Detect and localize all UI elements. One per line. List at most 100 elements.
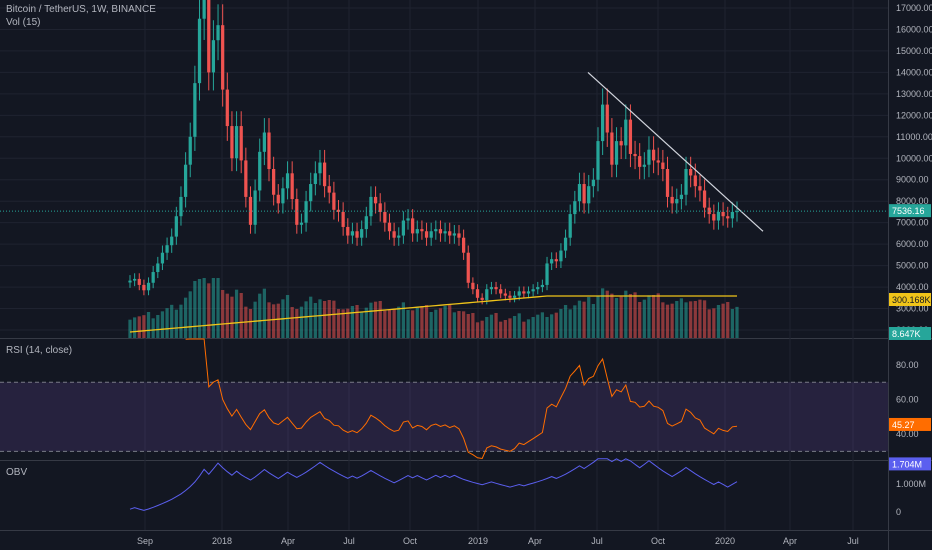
candle-body — [619, 141, 623, 146]
candle-body — [540, 284, 545, 288]
candle-body — [207, 0, 211, 73]
time-tick-label: Jul — [847, 536, 859, 546]
candle-body — [234, 126, 239, 159]
candle-body — [332, 192, 336, 210]
volume-bar — [411, 310, 415, 338]
candle-body — [702, 190, 707, 208]
time-tick-label: Sep — [137, 536, 153, 546]
candle-body — [378, 203, 382, 212]
volume-ma-line — [129, 295, 737, 333]
candle-body — [508, 295, 512, 298]
candle-body — [304, 201, 308, 223]
candle-body — [494, 287, 498, 290]
volume-bar — [350, 306, 355, 338]
price-tick-label: 3000.00 — [896, 304, 929, 314]
candle-body — [253, 190, 257, 225]
candle-body — [142, 284, 146, 291]
volume-bar — [183, 297, 188, 338]
candle-body — [383, 211, 387, 223]
volume-bar — [309, 296, 313, 338]
volume-bar — [383, 310, 387, 338]
volume-bar — [721, 303, 725, 338]
candle-body — [522, 291, 526, 294]
volume-bar — [346, 308, 350, 338]
volume-bar — [360, 311, 364, 338]
volume-bar — [591, 304, 595, 338]
volume-bar — [262, 288, 266, 338]
volume-bar — [577, 300, 582, 338]
candle-body — [183, 164, 188, 197]
volume-bar — [735, 306, 739, 338]
volume-bar — [619, 296, 623, 338]
rsi-last-badge: 45.27 — [892, 420, 915, 430]
candle-body — [665, 169, 670, 197]
volume-bar — [193, 281, 197, 338]
rsi-last-badge-bg — [889, 417, 931, 431]
volume-bar — [387, 310, 392, 338]
volume-bar — [378, 301, 382, 338]
volume-bar — [684, 302, 688, 338]
candle-body — [373, 196, 378, 204]
candle-body — [415, 229, 419, 234]
volume-bar — [142, 315, 146, 338]
candle-body — [614, 141, 619, 165]
candle-body — [499, 289, 503, 294]
candle-body — [276, 194, 280, 204]
volume-badge: 8.647K — [892, 329, 921, 339]
volume-bar — [559, 309, 563, 338]
candle-body — [480, 297, 484, 300]
volume-bar — [540, 312, 545, 338]
candle-body — [392, 231, 396, 238]
candle-body — [397, 235, 401, 238]
volume-bar — [221, 290, 225, 338]
candle-body — [550, 259, 554, 264]
volume-bar — [568, 309, 572, 338]
volume-bar — [443, 306, 447, 338]
volume-bar — [170, 304, 174, 338]
candle-body — [285, 173, 290, 189]
volume-bar — [336, 309, 341, 338]
volume-bar — [285, 295, 290, 338]
volume-bar — [457, 311, 461, 338]
volume-bar — [628, 294, 633, 338]
candle-body — [573, 201, 577, 215]
candle-body — [452, 233, 456, 236]
candle-body — [211, 40, 216, 73]
volume-bar — [638, 302, 642, 338]
volume-bar — [295, 309, 299, 338]
candle-body — [647, 149, 651, 165]
volume-bar — [448, 304, 452, 338]
candle-body — [684, 169, 688, 195]
volume-bar — [596, 296, 600, 338]
time-tick-label: Jul — [591, 536, 603, 546]
volume-bar — [656, 293, 660, 338]
volume-bar — [582, 301, 586, 338]
candle-body — [642, 164, 646, 167]
volume-bar — [406, 310, 410, 338]
price-tick-label: 10000.00 — [896, 153, 932, 163]
candle-body — [336, 209, 341, 212]
candle-body — [424, 231, 429, 238]
volume-bar — [179, 304, 183, 338]
price-tick-label: 5000.00 — [896, 261, 929, 271]
candle-body — [411, 218, 415, 234]
rsi-tick-label: 80.00 — [896, 360, 919, 370]
candle-body — [485, 289, 489, 300]
candle-body — [475, 289, 480, 298]
candle-body — [160, 252, 165, 264]
volume-bar — [526, 319, 531, 338]
volume-bar — [480, 320, 484, 338]
candle-body — [239, 126, 243, 161]
volume-bar — [679, 298, 684, 338]
candle-body — [434, 229, 438, 232]
candle-body — [429, 231, 433, 238]
volume-bar — [299, 306, 304, 338]
volume-bar — [647, 295, 651, 338]
candle-body — [225, 89, 229, 127]
main-pane-title: Bitcoin / TetherUS, 1W, BINANCE — [6, 4, 156, 15]
candle-body — [170, 236, 174, 246]
candle-body — [188, 136, 192, 165]
candle-body — [322, 162, 327, 187]
